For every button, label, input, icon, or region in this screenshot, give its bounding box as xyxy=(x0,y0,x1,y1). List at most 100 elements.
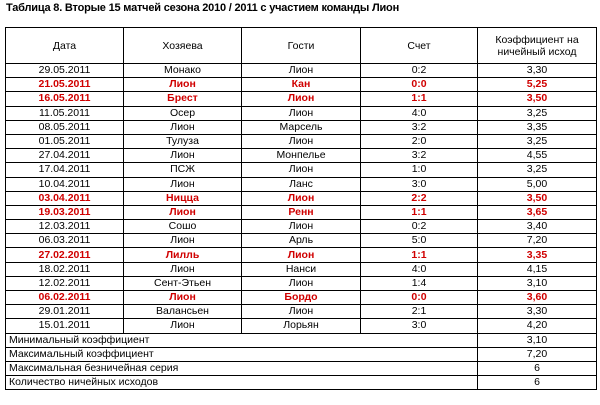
table-row: 19.03.2011 Лион Ренн 1:1 3,65 xyxy=(5,204,597,221)
date-cell: 11.05.2011 xyxy=(5,105,124,121)
score-cell: 1:1 xyxy=(360,204,478,221)
score-cell: 3:2 xyxy=(360,148,478,164)
coef-cell: 3,50 xyxy=(477,91,597,107)
home-cell: Тулуза xyxy=(123,133,242,150)
date-cell: 10.04.2011 xyxy=(5,176,124,192)
table-row: 12.02.2011 Сент-Этьен Лион 1:4 3,10 xyxy=(5,275,597,292)
score-cell: 1:1 xyxy=(360,91,478,107)
coef-cell: 3,10 xyxy=(477,275,597,292)
summary-label: Максимальный коэффициент xyxy=(5,346,478,362)
score-cell: 4:0 xyxy=(360,105,478,121)
table-row: 10.04.2011 Лион Ланс 3:0 5,00 xyxy=(5,176,597,192)
summary-value: 7,20 xyxy=(477,346,597,362)
score-cell: 1:0 xyxy=(360,162,478,178)
home-cell: Сент-Этьен xyxy=(123,275,242,292)
away-cell: Лион xyxy=(241,247,361,263)
date-cell: 12.03.2011 xyxy=(5,219,124,235)
score-cell: 0:0 xyxy=(360,77,478,93)
away-cell: Лорьян xyxy=(241,318,361,334)
home-cell: Лион xyxy=(123,261,242,277)
home-cell: Сошо xyxy=(123,219,242,235)
coef-cell: 5,00 xyxy=(477,176,597,192)
summary-row: Количество ничейных исходов 6 xyxy=(5,375,597,391)
table-row: 21.05.2011 Лион Кан 0:0 5,25 xyxy=(5,77,597,93)
coef-cell: 3,35 xyxy=(477,247,597,263)
home-cell: Лион xyxy=(123,318,242,334)
away-cell: Лион xyxy=(241,91,361,107)
away-cell: Лион xyxy=(241,190,361,206)
score-cell: 5:0 xyxy=(360,233,478,249)
date-cell: 27.04.2011 xyxy=(5,148,124,164)
away-cell: Лион xyxy=(241,162,361,178)
score-cell: 2:0 xyxy=(360,133,478,150)
header-home: Хозяева xyxy=(123,27,242,64)
header-date: Дата xyxy=(5,27,124,64)
score-cell: 1:4 xyxy=(360,275,478,292)
away-cell: Нанси xyxy=(241,261,361,277)
table-row: 15.01.2011 Лион Лорьян 3:0 4,20 xyxy=(5,318,597,334)
coef-cell: 3,65 xyxy=(477,204,597,221)
away-cell: Лион xyxy=(241,304,361,320)
score-cell: 3:2 xyxy=(360,119,478,135)
summary-label: Максимальная безничейная серия xyxy=(5,360,478,377)
header-row: Дата Хозяева Гости Счет Коэффициент на н… xyxy=(5,27,597,64)
matches-table: Дата Хозяева Гости Счет Коэффициент на н… xyxy=(5,27,597,391)
table-row: 11.05.2011 Осер Лион 4:0 3,25 xyxy=(5,105,597,121)
date-cell: 15.01.2011 xyxy=(5,318,124,334)
coef-cell: 3,25 xyxy=(477,162,597,178)
coef-cell: 4,20 xyxy=(477,318,597,334)
coef-cell: 3,35 xyxy=(477,119,597,135)
coef-cell: 4,55 xyxy=(477,148,597,164)
coef-cell: 3,30 xyxy=(477,304,597,320)
summary-value: 6 xyxy=(477,360,597,377)
coef-cell: 3,60 xyxy=(477,289,597,306)
summary-row: Максимальная безничейная серия 6 xyxy=(5,360,597,377)
date-cell: 19.03.2011 xyxy=(5,204,124,221)
away-cell: Лион xyxy=(241,133,361,150)
table-title: Таблица 8. Вторые 15 матчей сезона 2010 … xyxy=(6,2,400,14)
date-cell: 17.04.2011 xyxy=(5,162,124,178)
score-cell: 1:1 xyxy=(360,247,478,263)
date-cell: 29.01.2011 xyxy=(5,304,124,320)
home-cell: Лион xyxy=(123,233,242,249)
score-cell: 2:1 xyxy=(360,304,478,320)
home-cell: Лион xyxy=(123,204,242,221)
table-row: 17.04.2011 ПСЖ Лион 1:0 3,25 xyxy=(5,162,597,178)
home-cell: Лион xyxy=(123,176,242,192)
coef-cell: 5,25 xyxy=(477,77,597,93)
date-cell: 01.05.2011 xyxy=(5,133,124,150)
home-cell: Брест xyxy=(123,91,242,107)
coef-cell: 3,30 xyxy=(477,62,597,79)
away-cell: Лион xyxy=(241,219,361,235)
coef-cell: 7,20 xyxy=(477,233,597,249)
table-row: 03.04.2011 Ницца Лион 2:2 3,50 xyxy=(5,190,597,206)
table-row: 08.05.2011 Лион Марсель 3:2 3,35 xyxy=(5,119,597,135)
score-cell: 0:2 xyxy=(360,219,478,235)
away-cell: Арль xyxy=(241,233,361,249)
summary-value: 6 xyxy=(477,375,597,391)
date-cell: 16.05.2011 xyxy=(5,91,124,107)
header-coef: Коэффициент на ничейный исход xyxy=(477,27,597,64)
home-cell: Монако xyxy=(123,62,242,79)
table-row: 29.05.2011 Монако Лион 0:2 3,30 xyxy=(5,62,597,79)
home-cell: Лион xyxy=(123,289,242,306)
home-cell: Лилль xyxy=(123,247,242,263)
date-cell: 27.02.2011 xyxy=(5,247,124,263)
away-cell: Монпелье xyxy=(241,148,361,164)
table-row: 12.03.2011 Сошо Лион 0:2 3,40 xyxy=(5,219,597,235)
date-cell: 29.05.2011 xyxy=(5,62,124,79)
date-cell: 06.03.2011 xyxy=(5,233,124,249)
header-score: Счет xyxy=(360,27,478,64)
score-cell: 3:0 xyxy=(360,318,478,334)
home-cell: ПСЖ xyxy=(123,162,242,178)
table-row: 27.02.2011 Лилль Лион 1:1 3,35 xyxy=(5,247,597,263)
date-cell: 18.02.2011 xyxy=(5,261,124,277)
header-away: Гости xyxy=(241,27,361,64)
summary-label: Минимальный коэффициент xyxy=(5,332,478,348)
date-cell: 06.02.2011 xyxy=(5,289,124,306)
summary-row: Максимальный коэффициент 7,20 xyxy=(5,346,597,362)
coef-cell: 3,50 xyxy=(477,190,597,206)
summary-row: Минимальный коэффициент 3,10 xyxy=(5,332,597,348)
date-cell: 03.04.2011 xyxy=(5,190,124,206)
table-row: 16.05.2011 Брест Лион 1:1 3,50 xyxy=(5,91,597,107)
